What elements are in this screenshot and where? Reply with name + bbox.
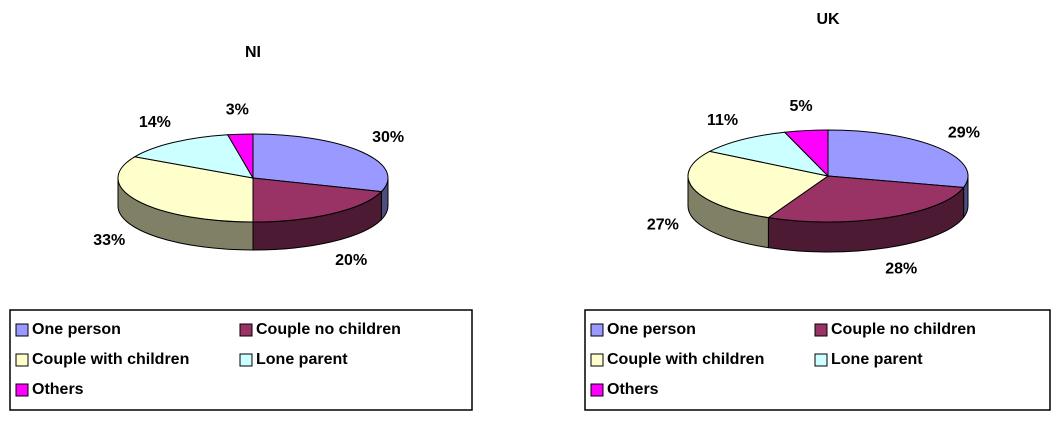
slice: [252, 133, 389, 193]
data-label: 30%: [372, 129, 404, 146]
legend-swatch: [15, 383, 29, 397]
slice: [252, 177, 383, 223]
legend-label: Lone parent: [831, 351, 923, 368]
legend-swatch: [239, 323, 253, 337]
legend-swatch: [590, 323, 604, 337]
legend-label: Couple with children: [32, 351, 189, 368]
data-label: 29%: [948, 124, 980, 141]
chart-title: NI: [245, 44, 261, 61]
legend-label: One person: [607, 321, 696, 338]
slice: [708, 131, 830, 177]
legend-swatch: [814, 323, 828, 337]
slice: [827, 129, 969, 188]
data-label: 3%: [226, 102, 249, 119]
slice: [687, 150, 830, 219]
slice: [783, 129, 829, 178]
legend-label: Couple no children: [831, 321, 976, 338]
legend-label: Lone parent: [256, 351, 348, 368]
data-label: 20%: [335, 252, 367, 269]
data-label: 33%: [93, 232, 125, 249]
data-label: 11%: [707, 112, 738, 129]
legend-swatch: [590, 353, 604, 367]
chart-title: UK: [816, 11, 840, 28]
legend-swatch: [15, 353, 29, 367]
legend-label: One person: [32, 321, 121, 338]
legend-label: Couple no children: [256, 321, 401, 338]
data-label: 27%: [647, 217, 679, 234]
slice: [133, 134, 254, 179]
legend-swatch: [15, 323, 29, 337]
slice: [117, 156, 254, 223]
legend-swatch: [239, 353, 253, 367]
legend-label: Couple with children: [607, 351, 764, 368]
legend-swatch: [814, 353, 828, 367]
slice: [767, 175, 965, 223]
legend-label: Others: [607, 381, 659, 398]
data-label: 5%: [790, 98, 813, 115]
data-label: 28%: [885, 261, 917, 278]
slice: [226, 133, 254, 180]
legend-label: Others: [32, 381, 84, 398]
data-label: 14%: [139, 114, 171, 131]
legend-swatch: [590, 383, 604, 397]
